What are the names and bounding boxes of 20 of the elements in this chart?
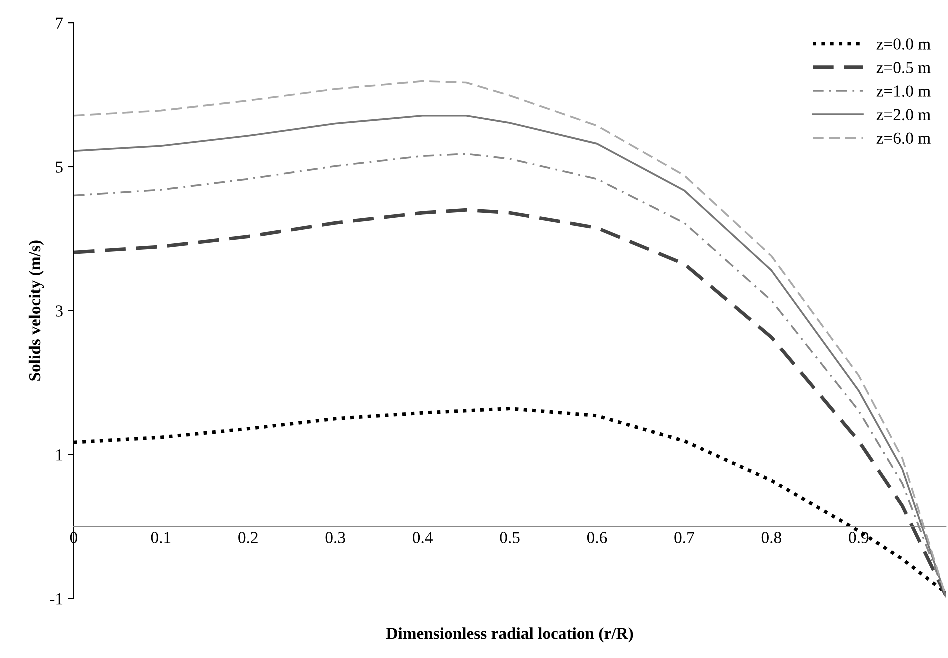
x-tick-label: 0.8: [762, 532, 782, 544]
y-tick-label: -1: [50, 594, 63, 605]
legend-label: z=1.0 m: [876, 86, 931, 98]
x-axis-title: Dimensionless radial location (r/R): [386, 628, 634, 643]
legend-label: z=0.5 m: [876, 62, 931, 74]
y-tick-label: 1: [56, 450, 63, 461]
x-tick-label: 0.4: [413, 532, 433, 544]
legend-label: z=0.0 m: [876, 38, 931, 50]
x-tick-label: 0.7: [674, 532, 694, 544]
y-tick-label: 3: [56, 306, 63, 317]
x-tick-label: 0.2: [238, 532, 258, 544]
y-axis-title: Solids velocity (m/s): [28, 240, 44, 381]
legend-label: z=2.0 m: [876, 109, 931, 121]
y-tick-label: 7: [56, 18, 64, 29]
x-tick-label: 0.3: [326, 532, 346, 544]
y-tick-label: 5: [56, 162, 63, 173]
x-tick-label: 0.5: [500, 532, 520, 544]
x-tick-label: 0.1: [151, 532, 171, 544]
x-tick-label: 0.6: [587, 532, 608, 544]
legend-label: z=6.0 m: [876, 132, 931, 144]
